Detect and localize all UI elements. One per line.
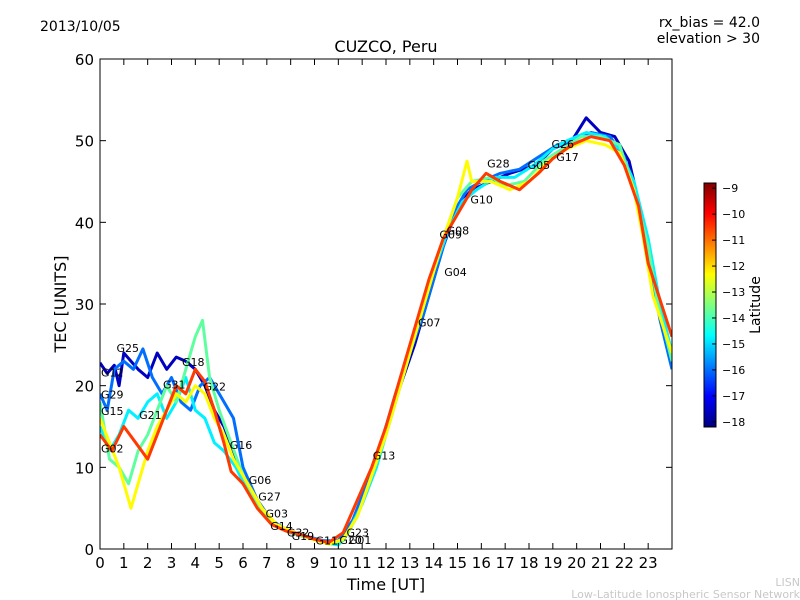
satellite-label: G13 <box>373 450 396 463</box>
satellite-label: G04 <box>444 266 467 279</box>
x-tick-label: 20 <box>567 554 586 572</box>
satellite-label: G02 <box>101 442 124 455</box>
x-tick-label: 22 <box>615 554 634 572</box>
satellite-label: G31 <box>163 379 186 392</box>
x-tick-label: 1 <box>119 554 129 572</box>
satellite-label: G26 <box>551 138 574 151</box>
y-axis-label: TEC [UNITS] <box>51 256 70 354</box>
x-tick-label: 14 <box>424 554 443 572</box>
colorbar-tick-label: −17 <box>722 390 745 403</box>
series-line-g25 <box>100 131 672 543</box>
satellite-label: G12 <box>101 366 124 379</box>
y-tick-label: 40 <box>75 214 94 232</box>
satellite-label: G29 <box>101 388 124 401</box>
satellite-label: G20 <box>339 534 362 547</box>
x-tick-label: 19 <box>543 554 562 572</box>
satellite-label: G10 <box>470 193 493 206</box>
x-axis: 0 1 2 3 4 5 6 7 8 9 10 11 12 13 14 15 16 17 18 19 20 21 22 23 <box>95 59 658 572</box>
colorbar-tick-label: −10 <box>722 208 745 221</box>
colorbar-tick-label: −18 <box>722 416 745 429</box>
satellite-label: G05 <box>528 159 551 172</box>
series-line-g15 <box>100 139 672 546</box>
satellite-label: G27 <box>258 491 281 504</box>
footer-lisn: LISN <box>775 576 800 589</box>
satellite-label: G03 <box>265 508 288 521</box>
series-layer <box>100 116 672 547</box>
colorbar-tick-label: −11 <box>722 234 745 247</box>
y-tick-label: 20 <box>75 378 94 396</box>
satellite-label: G14 <box>270 520 293 533</box>
colorbar-tick-label: −16 <box>722 364 745 377</box>
chart-title: CUZCO, Peru <box>334 37 437 56</box>
x-tick-label: 12 <box>376 554 395 572</box>
series-line-g21 <box>100 135 672 544</box>
satellite-label: G19 <box>292 530 315 543</box>
x-tick-label: 2 <box>143 554 153 572</box>
satellite-label: G16 <box>230 439 253 452</box>
y-tick-label: 60 <box>75 51 94 69</box>
colorbar-tick-label: −15 <box>722 338 745 351</box>
colorbar-tick-label: −14 <box>722 312 745 325</box>
satellite-label: G25 <box>116 342 139 355</box>
x-tick-label: 4 <box>191 554 201 572</box>
x-tick-label: 8 <box>286 554 296 572</box>
satellite-label: G28 <box>487 157 510 170</box>
colorbar-tick-label: −9 <box>722 182 738 195</box>
x-tick-label: 23 <box>639 554 658 572</box>
satellite-label: G01 <box>349 534 372 547</box>
x-tick-label: 11 <box>353 554 372 572</box>
series-line-g12 <box>100 116 672 546</box>
colorbar <box>703 182 717 428</box>
series-line-g29 <box>100 135 672 546</box>
colorbar-ticks: −9 −10 −11 −12 −13 −14 −15 −16 −17 −18 <box>712 182 745 429</box>
x-tick-label: 21 <box>591 554 610 572</box>
footer-network: Low-Latitude Ionospheric Sensor Network <box>571 588 800 600</box>
y-tick-label: 50 <box>75 133 94 151</box>
satellite-label: G21 <box>139 409 162 422</box>
satellite-label: G11 <box>316 535 339 548</box>
y-tick-label: 0 <box>84 541 94 559</box>
series-line-g31 <box>100 131 672 547</box>
x-tick-label: 15 <box>448 554 467 572</box>
x-tick-label: 16 <box>472 554 491 572</box>
colorbar-tick-label: −12 <box>722 260 745 273</box>
date-label: 2013/10/05 <box>40 19 121 35</box>
x-tick-label: 5 <box>214 554 224 572</box>
x-tick-label: 17 <box>496 554 515 572</box>
satellite-label: G17 <box>556 151 579 164</box>
y-tick-label: 30 <box>75 296 94 314</box>
satellite-label: G06 <box>249 474 272 487</box>
rx-bias-label: rx_bias = 42.0 <box>659 15 760 31</box>
x-tick-label: 0 <box>95 554 105 572</box>
y-axis: 0 10 20 30 40 50 60 <box>75 51 672 559</box>
x-tick-label: 6 <box>238 554 248 572</box>
x-tick-label: 9 <box>310 554 320 572</box>
x-tick-label: 13 <box>400 554 419 572</box>
colorbar-tick-label: −13 <box>722 286 745 299</box>
colorbar-label: Latitude <box>748 276 764 334</box>
satellite-label: G22 <box>203 380 226 393</box>
satellite-label: G23 <box>346 526 369 539</box>
satellite-label: G09 <box>439 228 462 241</box>
satellite-label: G15 <box>101 405 124 418</box>
satellite-label: G08 <box>447 224 470 237</box>
satellite-label: G18 <box>182 356 205 369</box>
x-tick-label: 3 <box>167 554 177 572</box>
y-tick-label: 10 <box>75 459 94 477</box>
elevation-label: elevation > 30 <box>657 31 760 47</box>
x-tick-label: 18 <box>519 554 538 572</box>
satellite-label: G32 <box>287 526 310 539</box>
x-tick-label: 10 <box>329 554 348 572</box>
satellite-label: G07 <box>418 317 441 330</box>
x-tick-label: 7 <box>262 554 272 572</box>
x-axis-label: Time [UT] <box>346 575 425 594</box>
